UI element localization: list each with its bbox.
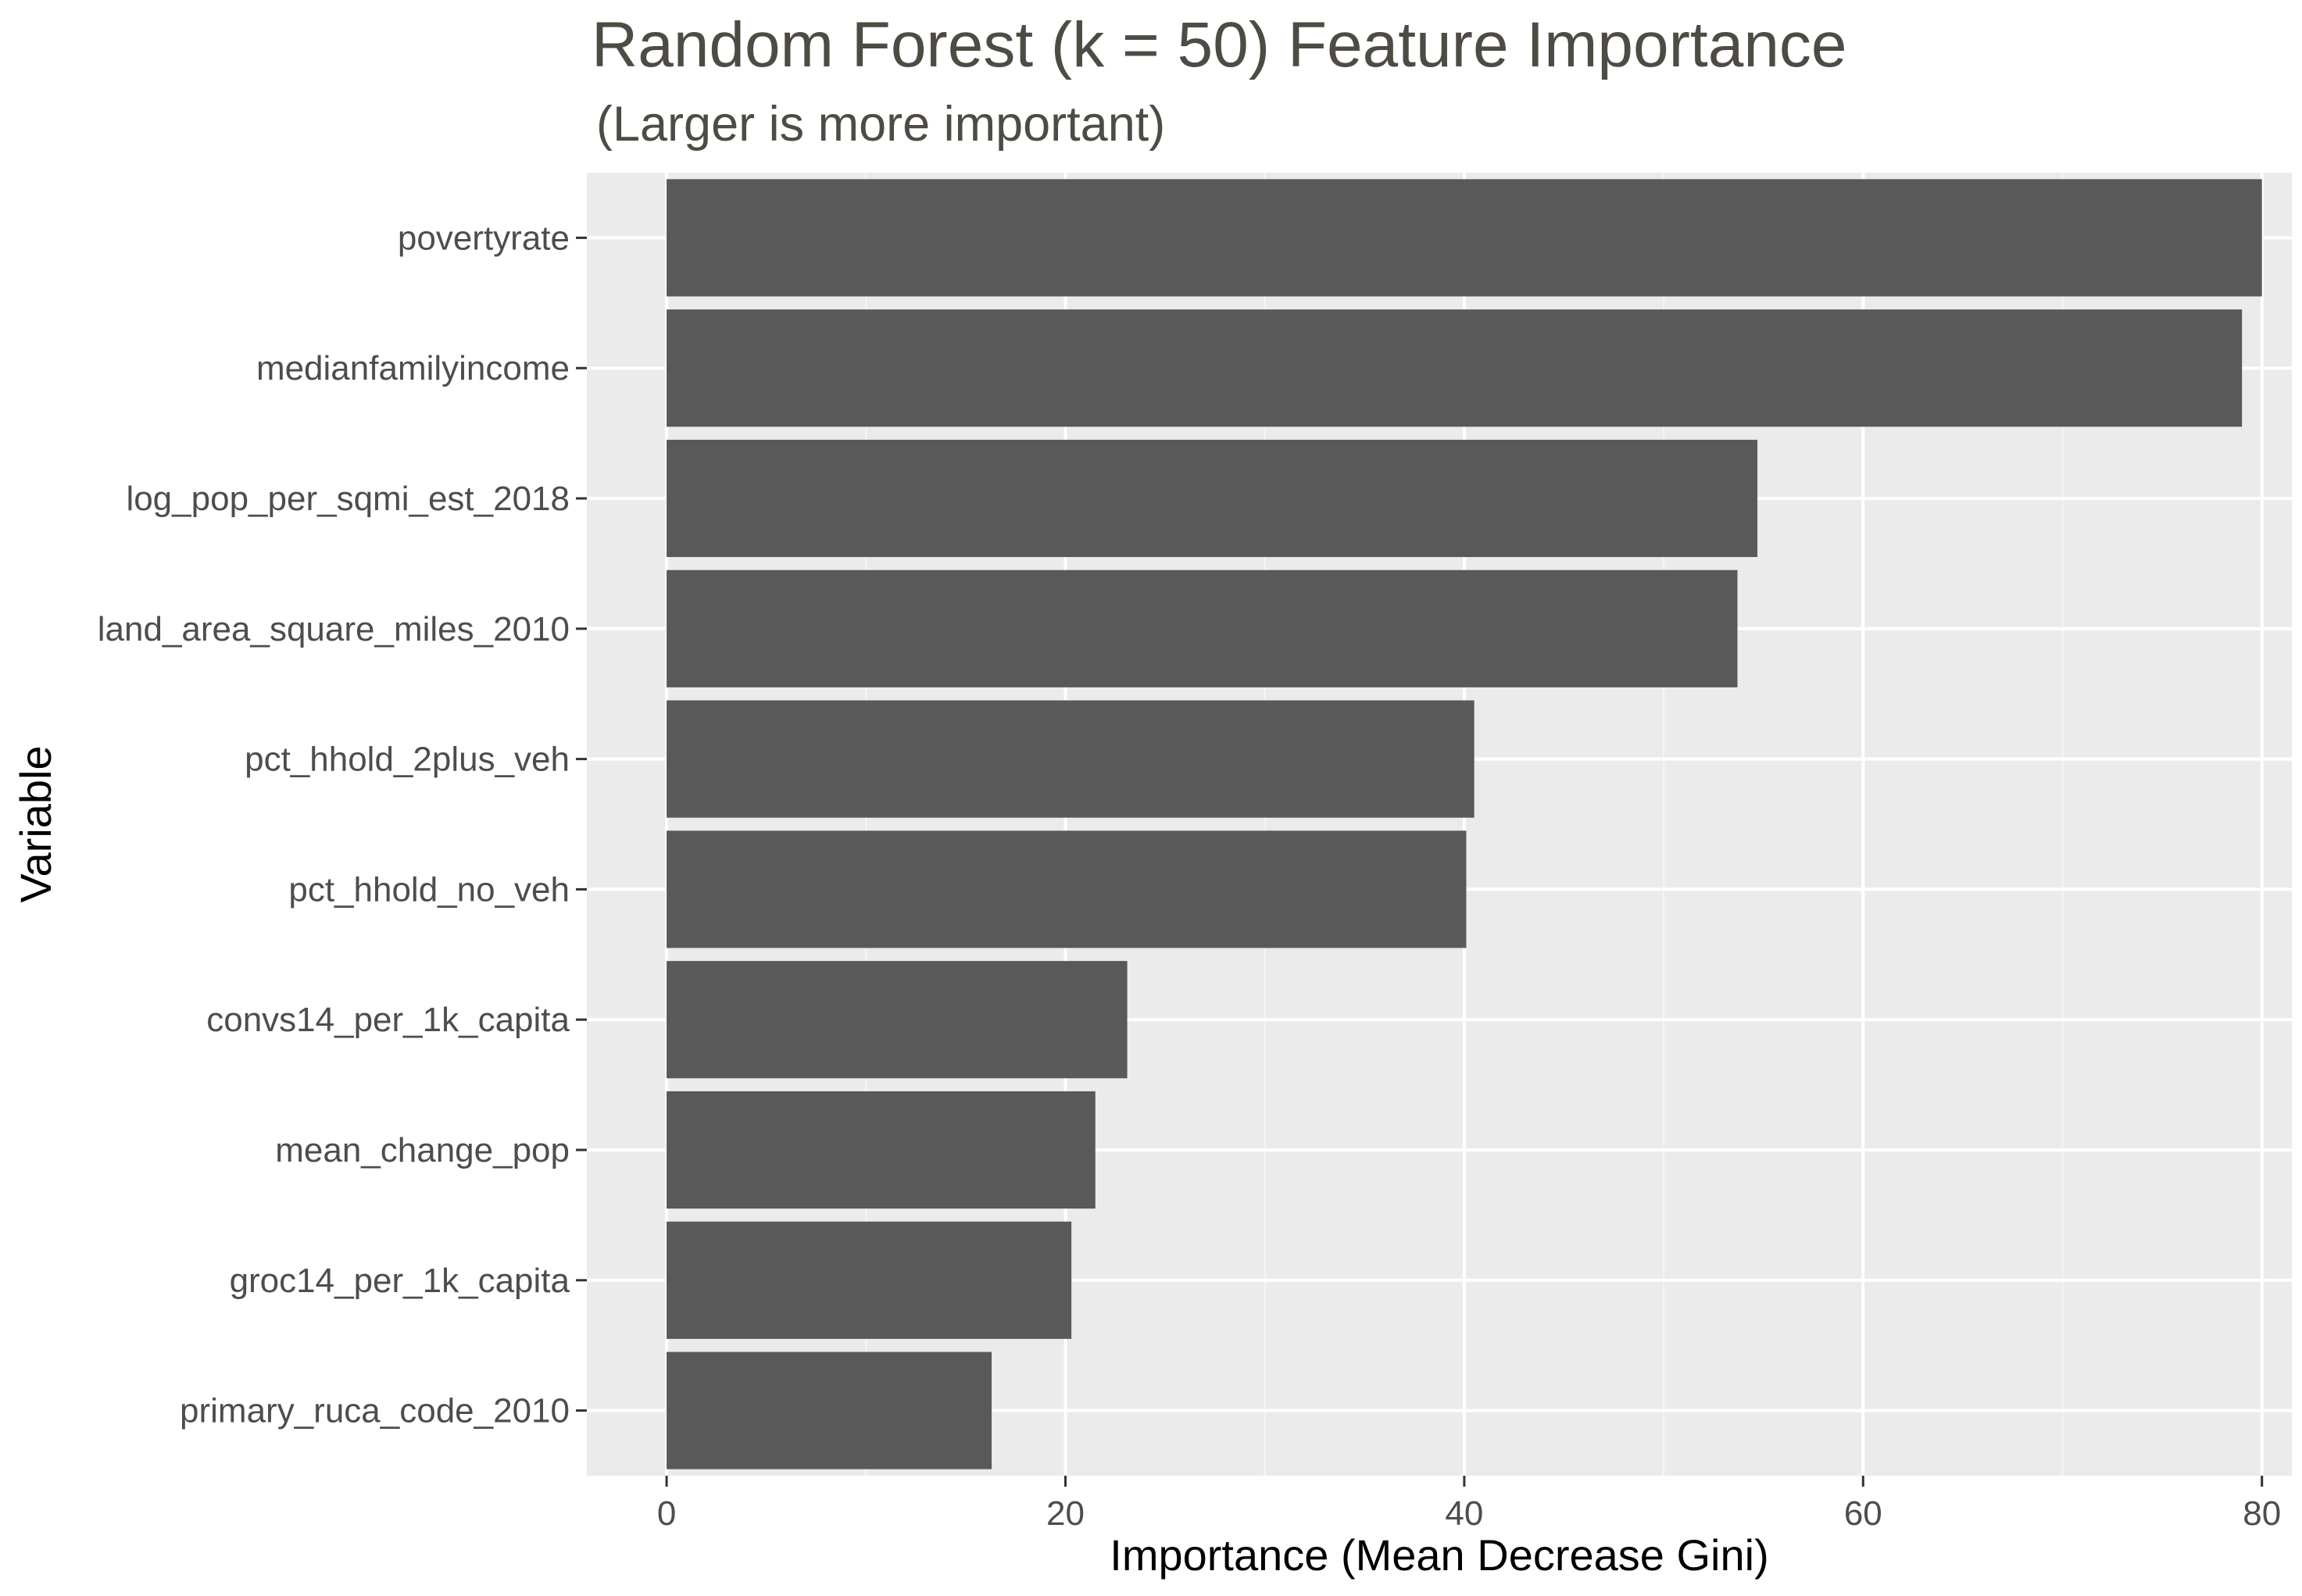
chart-title: Random Forest (k = 50) Feature Importanc… [592, 9, 1847, 80]
bar [667, 1091, 1096, 1209]
y-tick-label: pct_hhold_2plus_veh [245, 741, 570, 779]
chart-subtitle: (Larger is more important) [596, 97, 1165, 152]
x-tick-label: 0 [657, 1494, 676, 1533]
x-axis: 0 20 40 60 80 [657, 1476, 2281, 1533]
y-tick-label: log_pop_per_sqmi_est_2018 [126, 480, 570, 518]
y-tick-label: land_area_square_miles_2010 [98, 610, 570, 648]
bar-layer [667, 179, 2262, 1469]
bar [667, 569, 1738, 687]
bar [667, 1221, 1072, 1339]
y-tick-label: medianfamilyincome [256, 349, 570, 387]
y-axis-title: Variable [11, 745, 60, 902]
y-tick-label: pct_hhold_no_veh [288, 870, 570, 909]
y-tick-label: convs14_per_1k_capita [206, 1001, 570, 1039]
bar [667, 179, 2262, 297]
x-tick-label: 20 [1046, 1494, 1085, 1533]
x-tick-label: 80 [2243, 1494, 2281, 1533]
x-tick-label: 60 [1844, 1494, 1882, 1533]
x-axis-title: Importance (Mean Decrease Gini) [1110, 1530, 1768, 1580]
y-tick-label: primary_ruca_code_2010 [180, 1392, 570, 1430]
y-axis: povertyrate medianfamilyincome log_pop_per… [98, 219, 587, 1430]
y-tick-label: mean_change_pop [275, 1131, 570, 1169]
bar [667, 700, 1474, 818]
bar [667, 961, 1128, 1079]
x-tick-label: 40 [1445, 1494, 1483, 1533]
bar [667, 309, 2243, 427]
bar [667, 439, 1758, 558]
y-tick-label: groc14_per_1k_capita [230, 1262, 570, 1300]
bar [667, 1351, 992, 1469]
bar [667, 830, 1467, 948]
y-tick-label: povertyrate [398, 219, 570, 257]
